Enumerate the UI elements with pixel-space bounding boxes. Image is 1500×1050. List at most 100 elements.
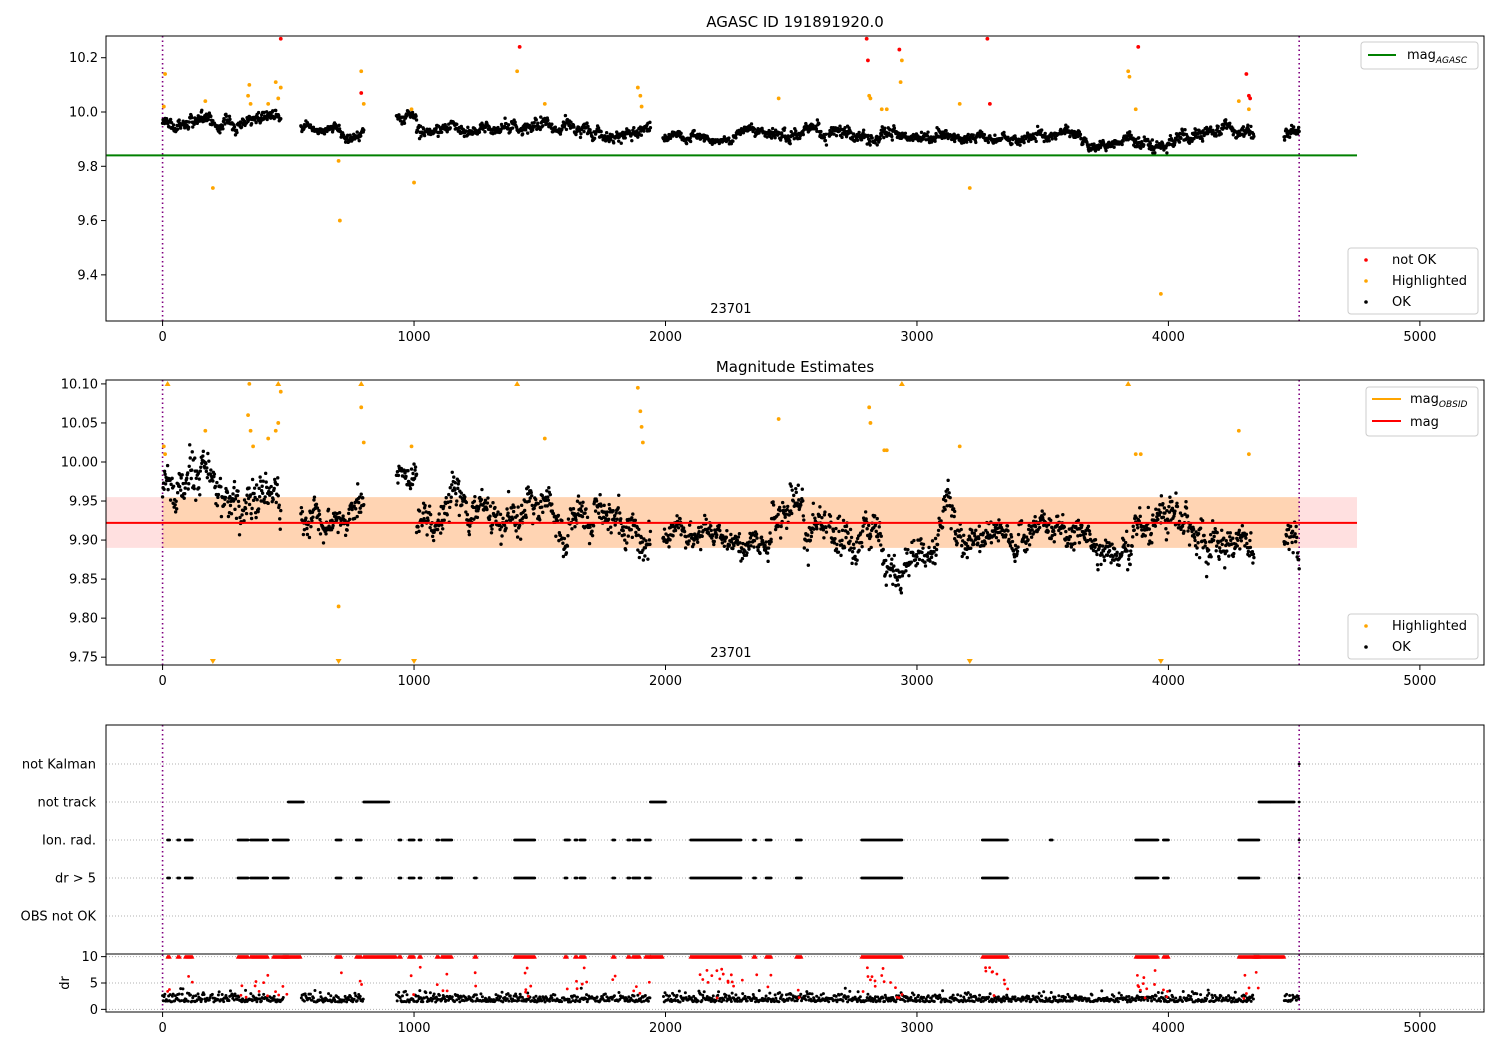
ok-point: [304, 516, 308, 520]
ok-point: [865, 526, 869, 531]
ok-point: [861, 524, 865, 528]
ok-point: [594, 499, 599, 503]
ok-point: [1123, 540, 1128, 545]
ok-point: [1232, 551, 1236, 556]
ok-point: [457, 513, 462, 518]
ok-point: [1025, 131, 1030, 135]
clipped-up-marker: [898, 381, 905, 386]
ok-point: [1211, 538, 1216, 542]
ok-point: [790, 488, 794, 492]
obsid-label: 23701: [710, 302, 751, 317]
ok-point: [633, 518, 638, 523]
ok-point: [866, 523, 871, 528]
ok-point: [194, 498, 198, 502]
ok-point: [940, 525, 945, 529]
ok-point: [1120, 550, 1124, 555]
ok-point: [490, 527, 494, 531]
ok-point: [550, 122, 554, 126]
ok-point: [828, 525, 832, 529]
ok-point: [1220, 528, 1224, 532]
ok-point: [977, 536, 981, 541]
ok-point: [1066, 541, 1070, 546]
ok-point: [449, 495, 453, 499]
ok-point: [778, 536, 783, 540]
ok-point: [948, 495, 952, 500]
ok-point: [204, 469, 209, 474]
ok-point: [1010, 142, 1014, 146]
ok-point: [586, 124, 590, 129]
ok-point: [275, 482, 279, 487]
ok-point: [819, 129, 823, 134]
ok-point: [442, 504, 446, 509]
ok-point: [558, 132, 563, 136]
ok-point: [930, 539, 935, 543]
flag-point: [437, 838, 441, 842]
ok-point: [500, 534, 504, 538]
ok-point: [906, 547, 910, 552]
ok-point: [937, 516, 941, 520]
ok-point: [421, 127, 426, 131]
ok-point: [228, 503, 233, 508]
ok-point: [434, 126, 438, 131]
ok-point: [1136, 526, 1140, 530]
ok-point: [630, 535, 635, 540]
clipped-up-marker: [514, 381, 521, 386]
ok-point: [232, 125, 237, 129]
ok-point: [640, 540, 645, 544]
ok-point: [428, 512, 433, 517]
ok-point: [820, 515, 824, 520]
ok-point: [1110, 542, 1114, 546]
ok-point: [904, 569, 908, 573]
ok-point: [1224, 539, 1228, 543]
ok-point: [174, 507, 179, 511]
ok-point: [900, 574, 905, 578]
ok-point: [1203, 540, 1208, 545]
x-tick-label: 4000: [1152, 330, 1185, 345]
ok-point: [231, 492, 235, 496]
ok-point: [1033, 514, 1037, 519]
y-tick-label: 9.90: [69, 534, 98, 549]
ok-point: [747, 547, 751, 551]
ok-point: [639, 133, 644, 137]
ok-point: [455, 122, 459, 126]
ok-point: [519, 503, 524, 508]
ok-point: [270, 491, 274, 495]
ok-point: [539, 115, 543, 119]
ok-point: [1146, 505, 1151, 510]
ok-point: [212, 472, 217, 476]
ok-point: [1158, 510, 1163, 515]
ok-point: [1184, 506, 1189, 510]
ok-point: [1059, 531, 1063, 536]
ok-point: [553, 125, 558, 129]
ok-point: [688, 139, 693, 144]
magnitude-estimates-panel: Magnitude Estimates 23701 0 1000 2000 3000 4…: [61, 358, 1485, 689]
legend-ok-label-2: OK: [1392, 640, 1411, 655]
ok-point: [1013, 559, 1017, 564]
ok-point: [668, 538, 672, 542]
ok-point: [681, 526, 686, 530]
legend-ok-marker-2: [1364, 645, 1368, 649]
ok-point: [1052, 540, 1056, 544]
ok-point: [976, 541, 980, 545]
ok-point: [766, 546, 771, 550]
ok-point: [1087, 529, 1092, 533]
ok-point: [880, 133, 884, 137]
ok-point: [414, 114, 418, 118]
flag-point: [190, 876, 194, 880]
highlighted-point: [276, 421, 281, 425]
ok-point: [834, 526, 838, 531]
ok-point: [788, 141, 792, 146]
highlighted-point: [266, 436, 271, 441]
ok-point: [337, 510, 342, 515]
ok-point: [911, 138, 915, 143]
flag-point: [628, 876, 632, 880]
ok-point: [1296, 125, 1301, 130]
ok-point: [857, 130, 861, 135]
highlighted-point: [899, 58, 904, 63]
ok-point: [574, 132, 578, 137]
ok-point: [505, 507, 509, 511]
ok-point: [884, 558, 888, 563]
agasc-x-axis: 0 1000 2000 3000 4000 5000: [158, 321, 1436, 345]
ok-point: [621, 528, 625, 533]
